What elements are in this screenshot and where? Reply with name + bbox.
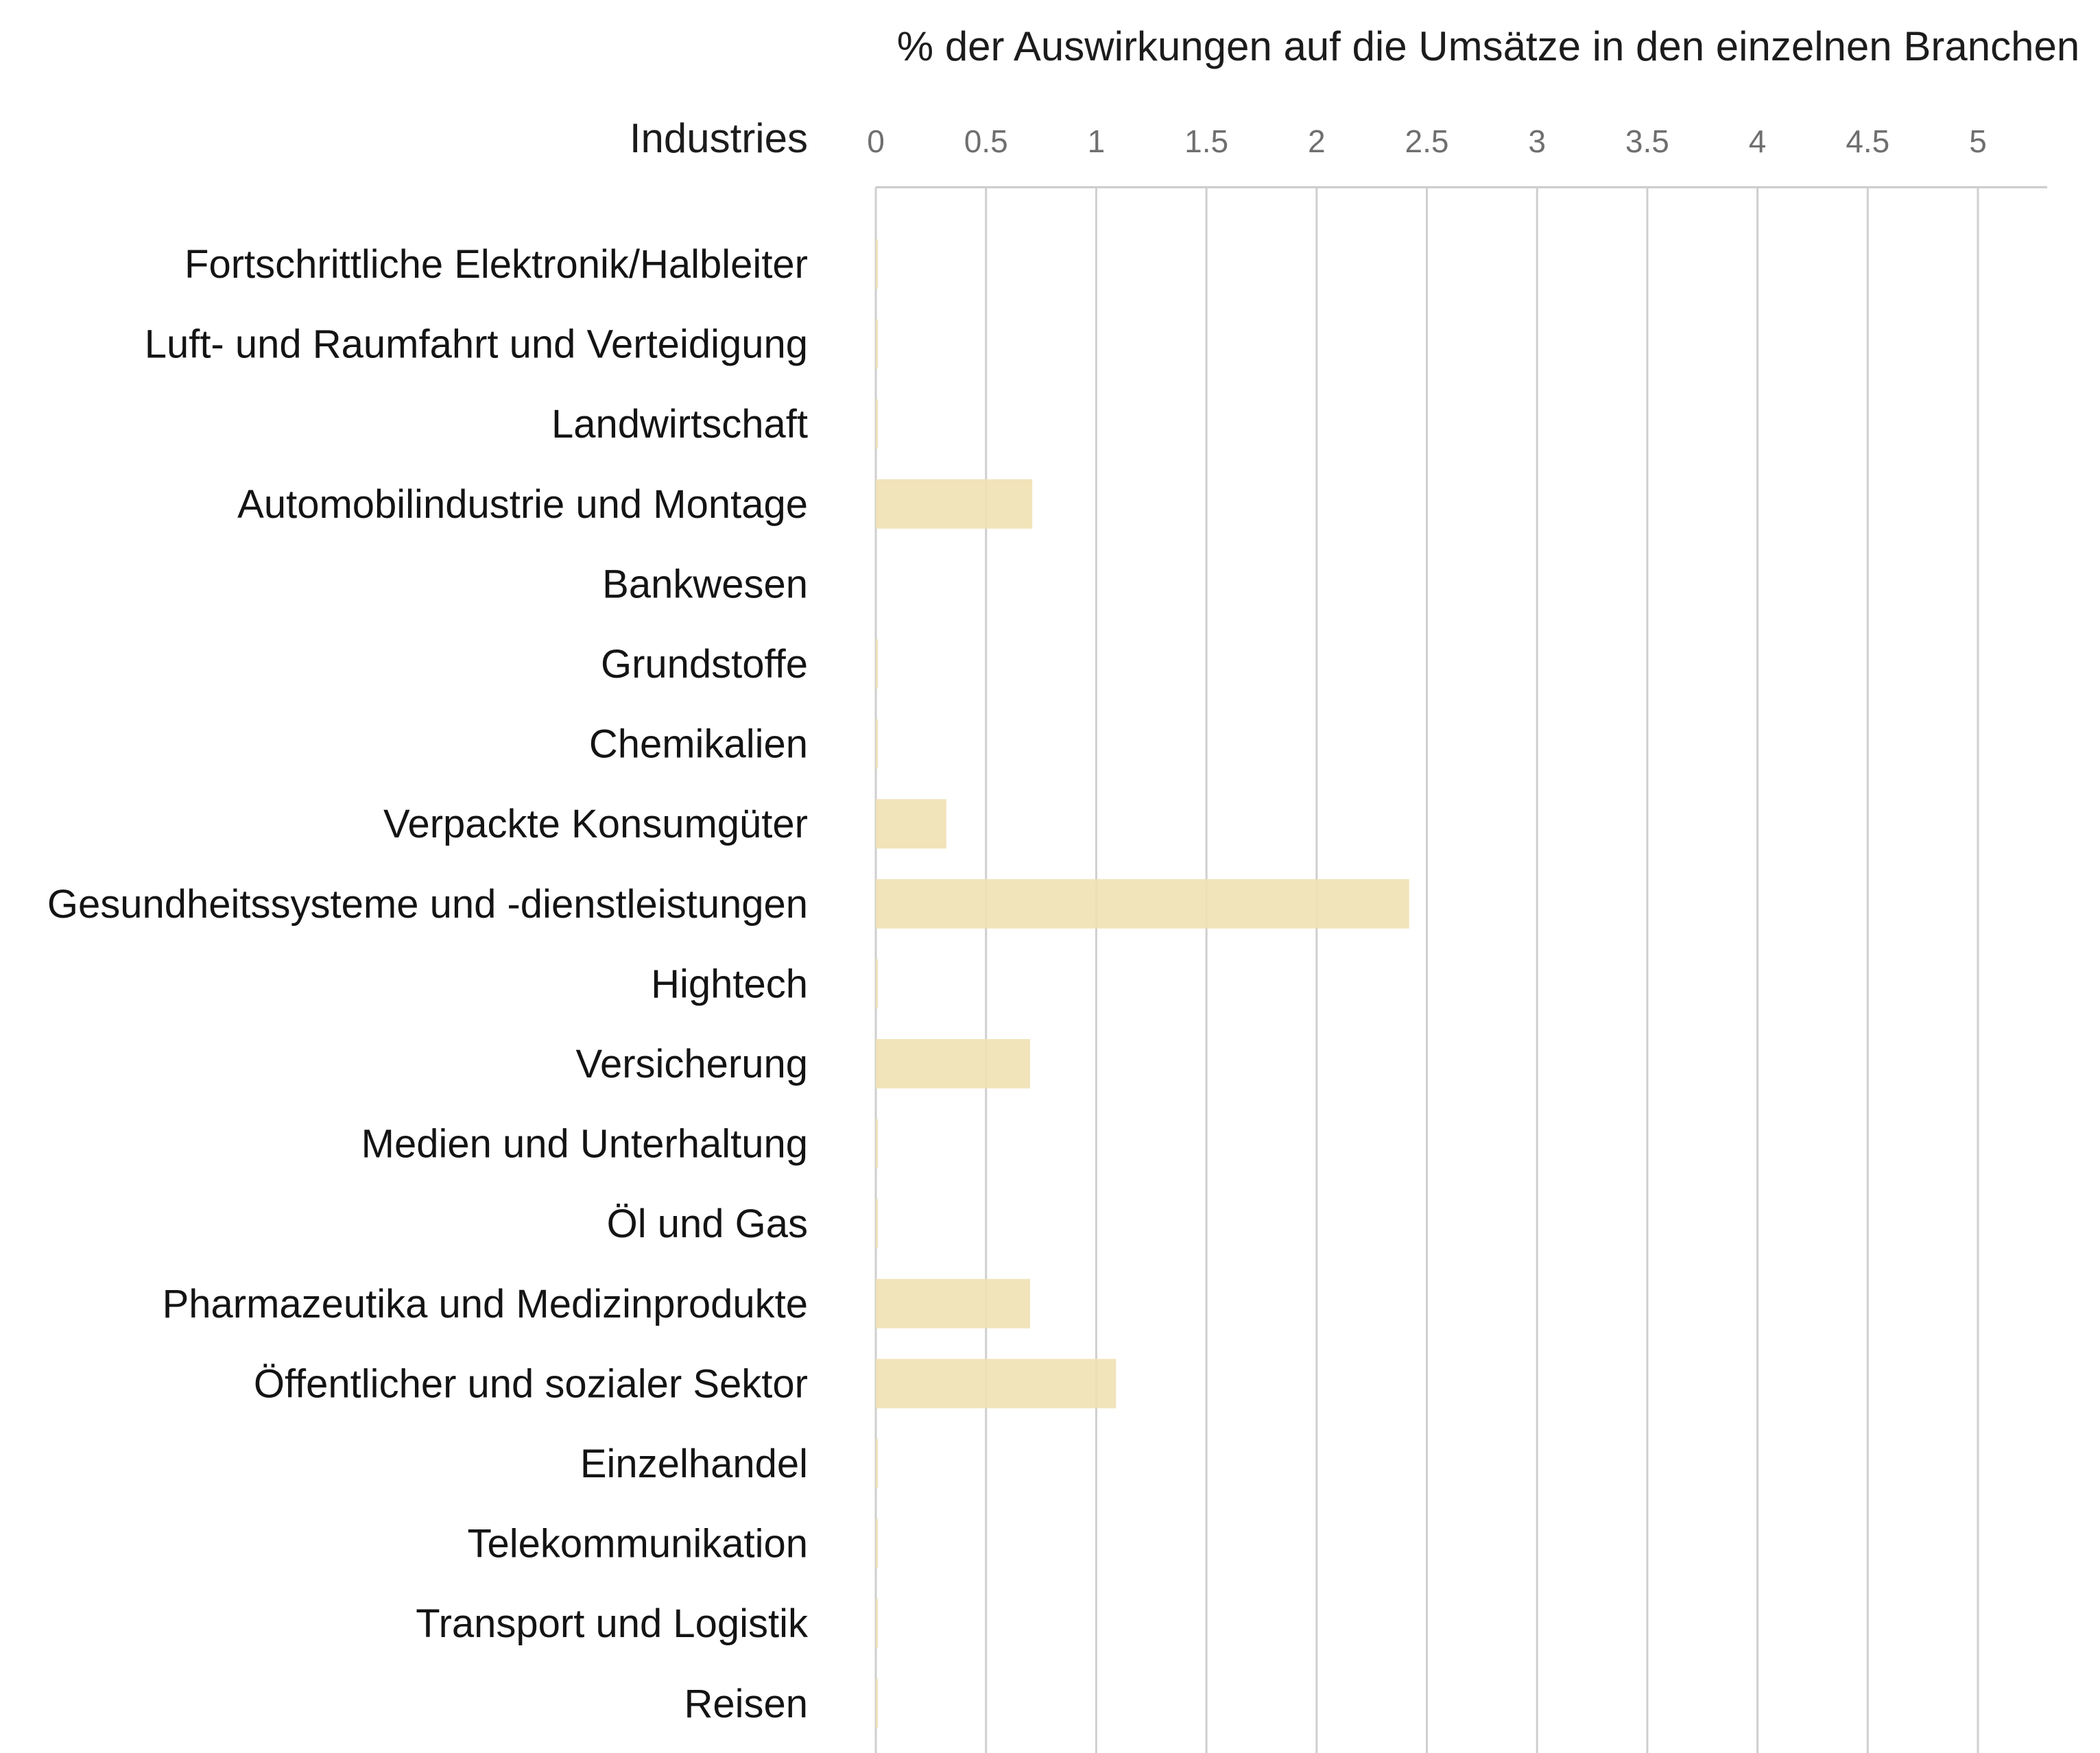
category-label: Bankwesen (602, 562, 808, 606)
bar (876, 399, 879, 449)
category-label: Grundstoffe (601, 642, 808, 687)
chart-title: % der Auswirkungen auf die Umsätze in de… (897, 23, 2079, 69)
bar (876, 879, 1409, 929)
category-label: Landwirtschaft (551, 402, 808, 446)
bar (876, 799, 946, 849)
x-tick-label: 3.5 (1625, 123, 1669, 159)
x-axis-ticks: 0 0.5 1 1.5 2 2.5 3 3.5 4 4.5 5 (867, 123, 1987, 159)
x-tick-label: 3 (1528, 123, 1546, 159)
category-label: Verpackte Konsumgüter (383, 802, 808, 846)
bar (876, 1439, 879, 1488)
bar (876, 479, 1033, 529)
bar (876, 639, 879, 689)
category-label: Reisen (684, 1682, 808, 1726)
x-tick-label: 2 (1308, 123, 1326, 159)
category-label: Automobilindustrie und Montage (237, 482, 808, 527)
category-label: Medien und Unterhaltung (361, 1122, 808, 1167)
bar (876, 1278, 1030, 1328)
bars (876, 239, 1409, 1728)
bar (876, 1518, 879, 1569)
bar (876, 719, 879, 769)
category-label: Transport und Logistik (416, 1601, 809, 1646)
grid-lines (874, 186, 2047, 1753)
bar (876, 1599, 879, 1649)
bar (876, 1039, 1030, 1088)
category-label: Öl und Gas (607, 1202, 808, 1246)
bar (876, 1359, 1117, 1409)
category-labels: Fortschrittliche Elektronik/Halbleiter Lu… (47, 242, 809, 1726)
category-label: Öffentlicher und sozialer Sektor (254, 1361, 808, 1406)
bar (876, 1199, 879, 1249)
category-axis-label: Industries (630, 115, 808, 161)
category-label: Einzelhandel (580, 1442, 808, 1486)
bar (876, 319, 879, 369)
category-label: Pharmazeutika und Medizinprodukte (163, 1282, 808, 1326)
x-tick-label: 0 (867, 123, 885, 159)
x-tick-label: 4.5 (1846, 123, 1889, 159)
x-tick-label: 0.5 (964, 123, 1008, 159)
x-tick-label: 1.5 (1184, 123, 1228, 159)
category-label: Chemikalien (589, 722, 808, 767)
bar (876, 1678, 879, 1728)
category-label: Gesundheitssysteme und -dienstleistungen (47, 882, 808, 927)
x-tick-label: 2.5 (1405, 123, 1449, 159)
category-label: Telekommunikation (468, 1522, 808, 1566)
x-tick-label: 5 (1969, 123, 1987, 159)
bar (876, 1119, 879, 1169)
category-label: Versicherung (575, 1042, 808, 1086)
bar (876, 959, 879, 1009)
category-label: Hightech (651, 962, 808, 1006)
x-tick-label: 1 (1088, 123, 1106, 159)
category-label: Fortschrittliche Elektronik/Halbleiter (184, 242, 808, 287)
bar (876, 239, 879, 289)
category-label: Luft- und Raumfahrt und Verteidigung (145, 322, 808, 367)
x-tick-label: 4 (1749, 123, 1767, 159)
